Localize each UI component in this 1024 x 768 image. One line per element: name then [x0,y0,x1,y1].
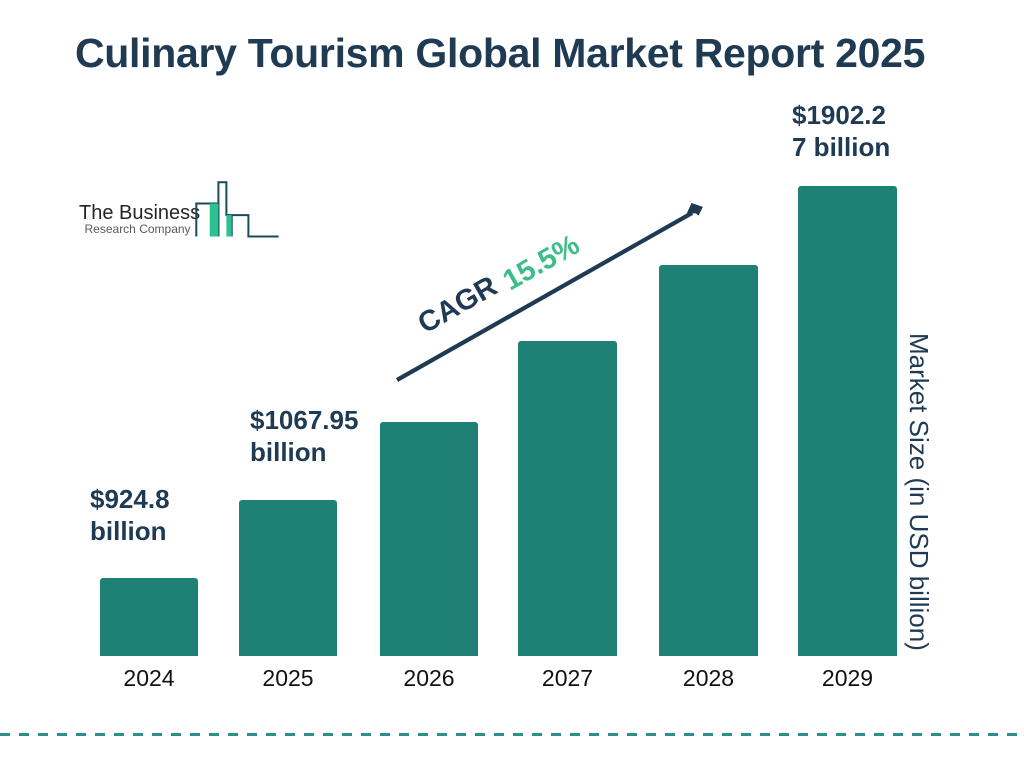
svg-text:15.5%: 15.5% [498,229,586,297]
